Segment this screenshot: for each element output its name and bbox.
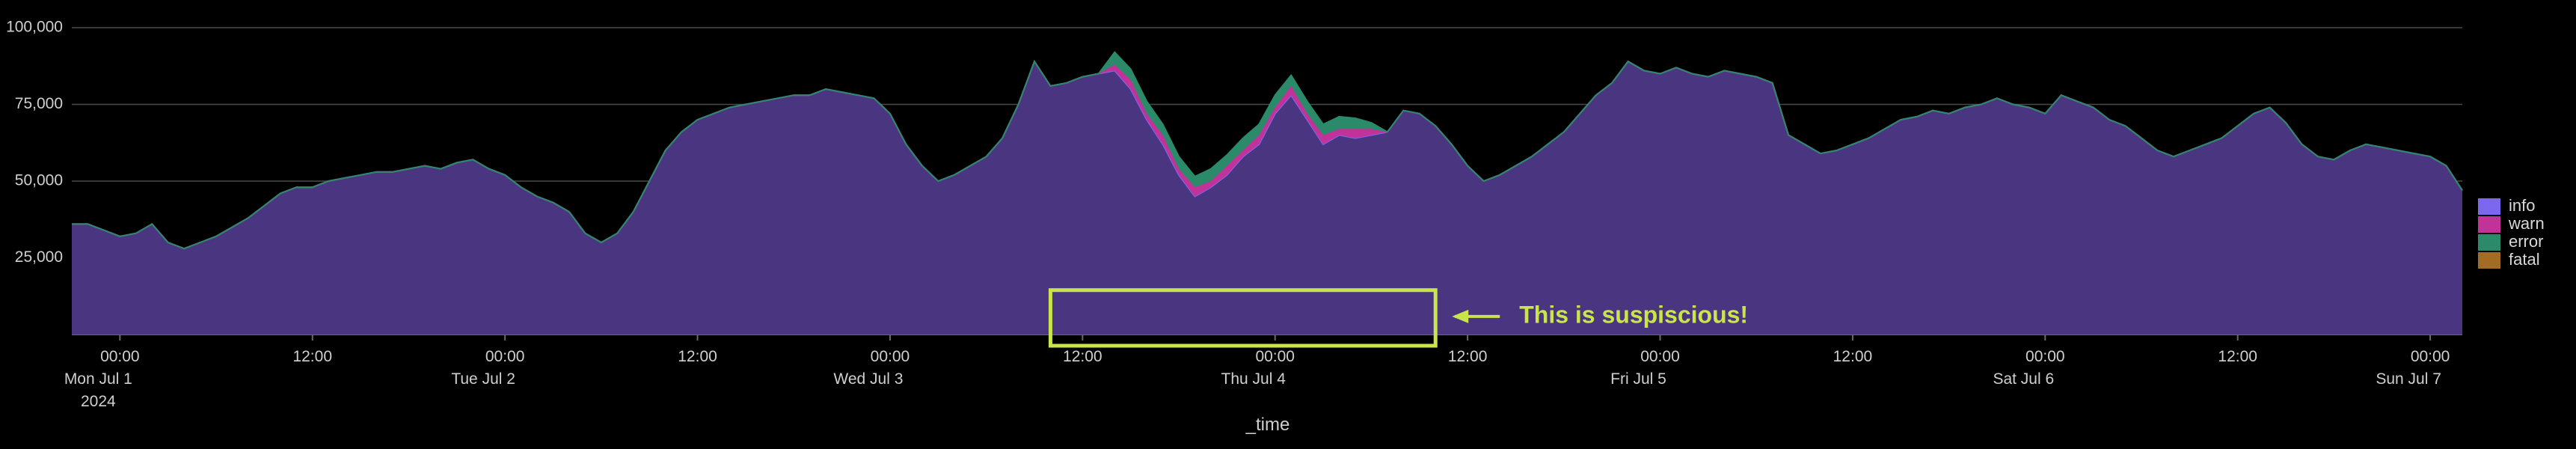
x-axis: 00:00 Mon Jul 1 2024 12:00 00:00 Tue Jul 2 12:… <box>64 335 2450 410</box>
x-tick-label: 00:00 <box>2411 348 2450 365</box>
annotation-box <box>1048 288 1438 348</box>
x-tick-label: 12:00 <box>1063 348 1103 365</box>
x-tick-label: 00:00 <box>2025 348 2065 365</box>
x-tick-label: 12:00 <box>1833 348 1873 365</box>
x-tick-label: Mon Jul 1 <box>64 370 132 388</box>
legend-label-fatal[interactable]: fatal <box>2509 250 2540 269</box>
line-error <box>72 51 2463 250</box>
x-tick-label: Wed Jul 3 <box>833 370 903 388</box>
y-axis: 100,000 75,000 50,000 25,000 <box>6 19 63 266</box>
annotation-arrowhead <box>1452 309 1469 323</box>
legend-swatch-fatal <box>2478 252 2500 269</box>
x-tick-label: 12:00 <box>1448 348 1488 365</box>
legend-label-info[interactable]: info <box>2509 196 2535 215</box>
legend-swatch-warn <box>2478 216 2500 233</box>
x-tick-label: 12:00 <box>2218 348 2257 365</box>
annotation: This is suspiscious! <box>1048 288 1748 348</box>
y-tick-label: 50,000 <box>15 172 63 189</box>
legend-swatch-error <box>2478 234 2500 251</box>
area-info <box>72 61 2462 335</box>
legend-swatch-info <box>2478 198 2500 215</box>
x-tick-label: 00:00 <box>100 348 140 365</box>
y-tick-label: 100,000 <box>6 19 63 36</box>
annotation-text: This is suspiscious! <box>1519 301 1748 328</box>
y-tick-label: 25,000 <box>15 248 63 266</box>
x-tick-label: 00:00 <box>1255 348 1295 365</box>
x-tick-label: Thu Jul 4 <box>1221 370 1287 388</box>
x-tick-label: Fri Jul 5 <box>1610 370 1666 388</box>
x-tick-label: Tue Jul 2 <box>451 370 515 388</box>
x-tick-label: 00:00 <box>871 348 910 365</box>
x-tick-label: 00:00 <box>1640 348 1680 365</box>
legend-label-warn[interactable]: warn <box>2508 214 2545 233</box>
x-tick-label: 12:00 <box>292 348 332 365</box>
x-tick-label: 00:00 <box>485 348 525 365</box>
x-tick-label: Sun Jul 7 <box>2376 370 2441 388</box>
x-tick-label: 2024 <box>81 393 116 410</box>
x-tick-label: Sat Jul 6 <box>1993 370 2054 388</box>
x-tick-label: 12:00 <box>678 348 717 365</box>
legend-label-error[interactable]: error <box>2509 232 2543 251</box>
x-axis-label: _time <box>1245 415 1290 435</box>
area-series <box>72 51 2463 335</box>
y-tick-label: 75,000 <box>15 95 63 112</box>
